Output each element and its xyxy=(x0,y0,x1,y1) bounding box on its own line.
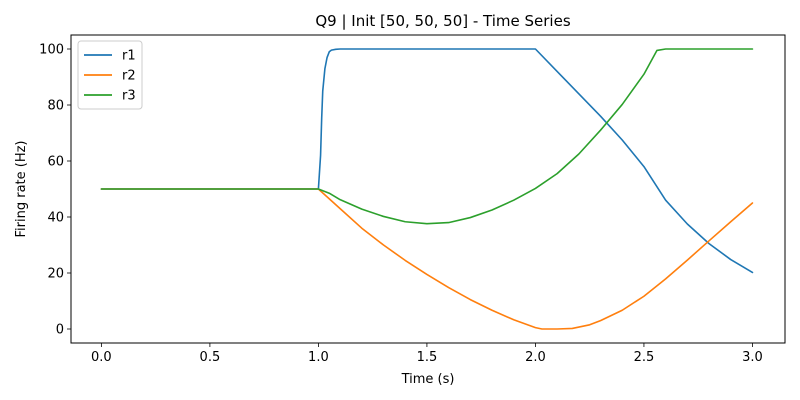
y-tick-label: 60 xyxy=(47,155,64,170)
series-line-r1 xyxy=(100,48,754,274)
legend: r1 r2 r3 xyxy=(77,40,143,110)
x-axis-label: Time (s) xyxy=(401,372,455,387)
x-tick-label: 2.0 xyxy=(525,350,546,365)
x-tick-label: 0.0 xyxy=(91,350,112,365)
x-tick-label: 1.5 xyxy=(417,350,438,365)
y-axis-label: Firing rate (Hz) xyxy=(14,140,29,237)
x-tick-label: 1.0 xyxy=(308,350,329,365)
legend-label-r1: r1 xyxy=(122,49,136,64)
plot-frame xyxy=(70,34,786,344)
y-tick-label: 40 xyxy=(47,211,64,226)
plot-area xyxy=(100,48,754,330)
y-tick-label: 100 xyxy=(39,43,64,58)
chart-title: Q9 | Init [50, 50, 50] - Time Series xyxy=(315,12,570,30)
series-line-r3 xyxy=(100,48,754,225)
y-axis: 0 20 40 60 80 100 xyxy=(39,43,71,338)
x-tick-label: 3.0 xyxy=(742,350,763,365)
x-axis: 0.0 0.5 1.0 1.5 2.0 2.5 3.0 xyxy=(91,343,763,365)
y-tick-label: 0 xyxy=(56,323,64,338)
legend-label-r3: r3 xyxy=(122,89,136,104)
legend-label-r2: r2 xyxy=(122,69,136,84)
x-tick-label: 2.5 xyxy=(634,350,655,365)
y-tick-label: 80 xyxy=(47,99,64,114)
series-line-r2 xyxy=(100,188,754,330)
y-tick-label: 20 xyxy=(47,267,64,282)
x-tick-label: 0.5 xyxy=(200,350,221,365)
